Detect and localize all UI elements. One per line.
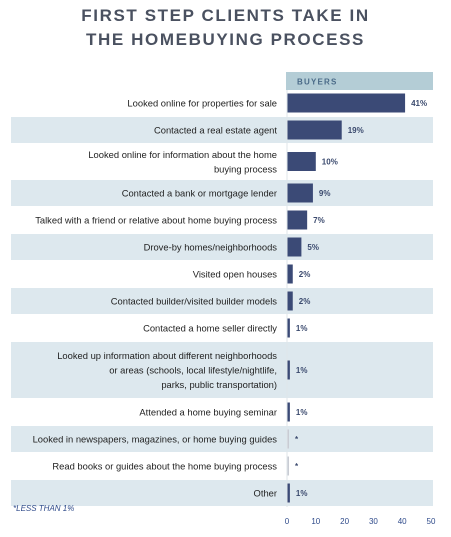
x-tick-label: 40 bbox=[398, 517, 407, 526]
category-label: Contacted a real estate agent bbox=[154, 125, 277, 136]
bar bbox=[287, 237, 302, 257]
category-label: Looked in newspapers, magazines, or home… bbox=[33, 434, 278, 445]
bar bbox=[287, 120, 342, 140]
bar bbox=[287, 183, 313, 203]
bar bbox=[287, 291, 293, 311]
chart-title-line-1: FIRST STEP CLIENTS TAKE IN bbox=[81, 6, 370, 25]
category-label: Attended a home buying seminar bbox=[139, 407, 277, 418]
data-label: 7% bbox=[313, 216, 325, 225]
chart-title: FIRST STEP CLIENTS TAKE IN THE HOMEBUYIN… bbox=[0, 4, 451, 52]
row-band bbox=[11, 342, 433, 398]
legend-entry-buyers: BUYERS bbox=[297, 78, 338, 87]
category-label: Read books or guides about the home buyi… bbox=[52, 461, 277, 472]
bar bbox=[287, 264, 293, 284]
data-label: 9% bbox=[319, 189, 331, 198]
data-label: 1% bbox=[296, 408, 308, 417]
row-band bbox=[11, 180, 433, 206]
data-label: * bbox=[295, 462, 299, 471]
data-label: 41% bbox=[411, 99, 427, 108]
row-band bbox=[11, 288, 433, 314]
legend-header-bg bbox=[286, 72, 433, 90]
data-label: 1% bbox=[296, 366, 308, 375]
category-label: Contacted a bank or mortgage lender bbox=[122, 188, 277, 199]
category-label: or areas (schools, local lifestyle/night… bbox=[109, 365, 277, 376]
category-label: Looked online for properties for sale bbox=[127, 98, 277, 109]
bar bbox=[287, 318, 290, 338]
data-label: 1% bbox=[296, 489, 308, 498]
row-band bbox=[11, 480, 433, 506]
category-label: Drove-by homes/neighborhoods bbox=[144, 242, 278, 253]
row-band bbox=[11, 426, 433, 452]
chart-title-line-2: THE HOMEBUYING PROCESS bbox=[86, 30, 365, 49]
bar bbox=[287, 429, 289, 449]
bar bbox=[287, 360, 290, 380]
x-tick-label: 50 bbox=[427, 517, 436, 526]
bar bbox=[287, 93, 406, 113]
category-label: Looked online for information about the … bbox=[88, 149, 277, 160]
category-label: Contacted a home seller directly bbox=[143, 323, 277, 334]
category-label: Contacted builder/visited builder models bbox=[111, 296, 278, 307]
data-label: 1% bbox=[296, 324, 308, 333]
category-label: Other bbox=[254, 488, 277, 499]
data-label: 2% bbox=[299, 297, 311, 306]
bar bbox=[287, 456, 289, 476]
row-band bbox=[11, 117, 433, 143]
footnote: *LESS THAN 1% bbox=[13, 504, 75, 513]
category-label: buying process bbox=[214, 163, 277, 174]
category-label: Visited open houses bbox=[193, 269, 278, 280]
data-label: 10% bbox=[322, 158, 338, 167]
category-label: Looked up information about different ne… bbox=[57, 350, 277, 361]
category-label: parks, public transportation) bbox=[161, 379, 277, 390]
bar bbox=[287, 210, 308, 230]
bar bbox=[287, 483, 290, 503]
row-band bbox=[11, 234, 433, 260]
data-label: * bbox=[295, 435, 299, 444]
data-label: 5% bbox=[307, 243, 319, 252]
x-tick-label: 10 bbox=[311, 517, 320, 526]
data-label: 2% bbox=[299, 270, 311, 279]
category-label: Talked with a friend or relative about h… bbox=[35, 215, 277, 226]
x-tick-label: 20 bbox=[340, 517, 349, 526]
bar bbox=[287, 402, 290, 422]
x-tick-label: 0 bbox=[285, 517, 290, 526]
data-label: 19% bbox=[348, 126, 364, 135]
x-tick-label: 30 bbox=[369, 517, 378, 526]
bar bbox=[287, 152, 316, 171]
